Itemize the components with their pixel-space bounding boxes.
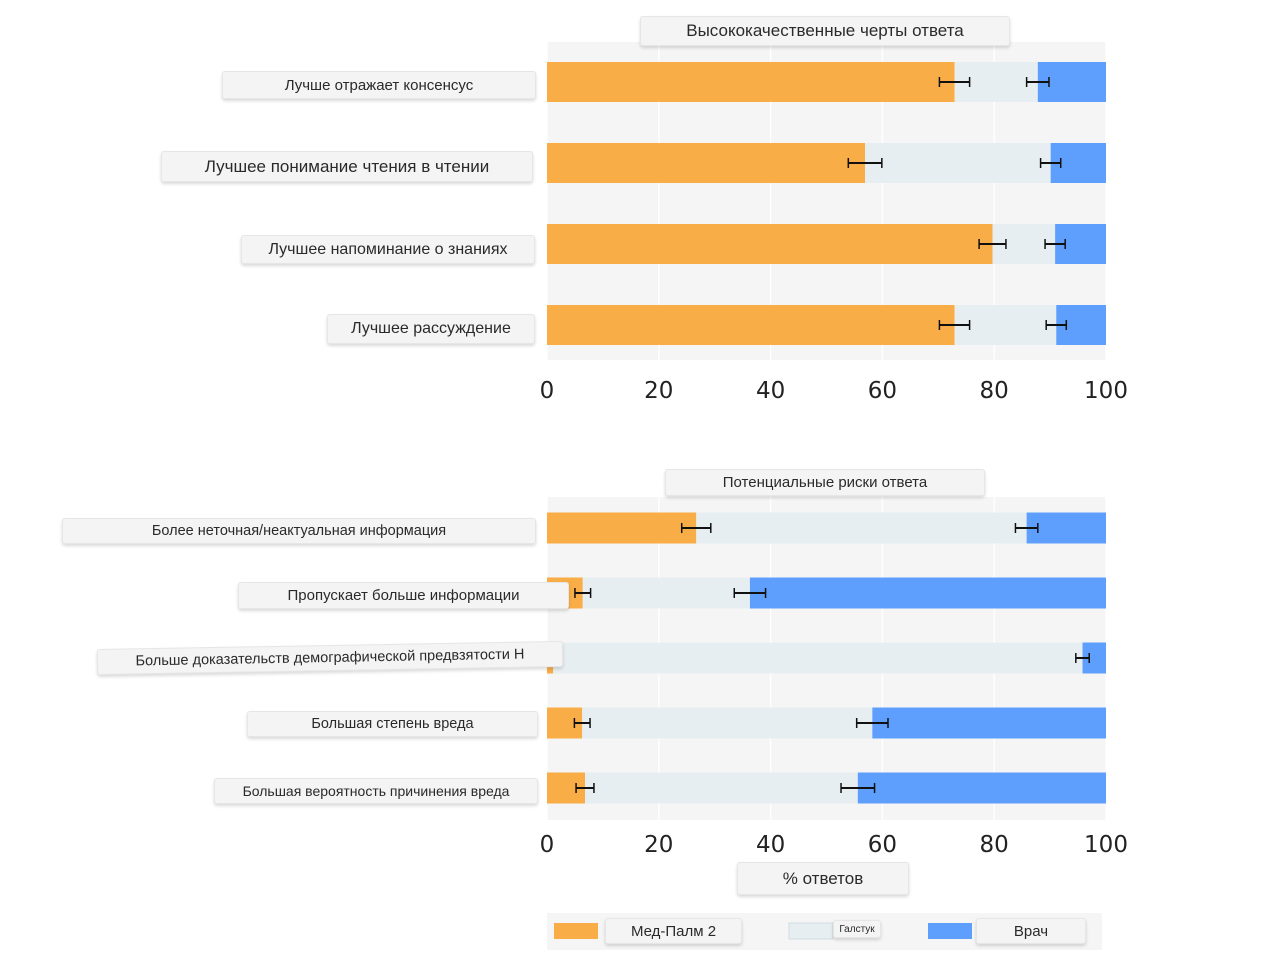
x-tick-label-0-2: 40 bbox=[756, 378, 785, 404]
x-tick-label-1-1: 20 bbox=[644, 832, 673, 858]
category-label-0-1: Лучшее понимание чтения в чтении bbox=[161, 151, 533, 182]
bar-0-1-0 bbox=[547, 143, 866, 183]
category-label-0-3: Лучшее рассуждение bbox=[327, 314, 535, 344]
category-label-1-4: Большая вероятность причинения вреда bbox=[214, 778, 538, 804]
bar-0-2-0 bbox=[547, 224, 993, 264]
x-tick-label-0-5: 100 bbox=[1084, 378, 1128, 404]
bar-1-0-0 bbox=[547, 512, 697, 544]
x-tick-label-0-3: 60 bbox=[868, 378, 897, 404]
category-label-0-2: Лучшее напоминание о знаниях bbox=[241, 235, 535, 264]
bar-1-2-2 bbox=[1082, 642, 1106, 674]
x-axis-label: % ответов bbox=[737, 862, 909, 895]
chart-title-0: Высококачественные черты ответа bbox=[640, 16, 1010, 46]
x-tick-label-1-5: 100 bbox=[1084, 832, 1128, 858]
bar-1-0-1 bbox=[696, 512, 1027, 544]
x-tick-label-1-0: 0 bbox=[540, 832, 555, 858]
bar-1-0-2 bbox=[1026, 512, 1106, 544]
legend-label-1: Галстук bbox=[833, 920, 881, 938]
legend-swatch-1 bbox=[788, 922, 834, 940]
legend-label-0: Мед-Палм 2 bbox=[605, 918, 742, 944]
category-label-1-3: Большая степень вреда bbox=[247, 711, 538, 737]
x-tick-label-1-3: 60 bbox=[868, 832, 897, 858]
legend-swatch-2 bbox=[928, 923, 972, 939]
x-tick-label-0-1: 20 bbox=[644, 378, 673, 404]
legend-swatch-0 bbox=[554, 923, 598, 939]
bar-1-3-1 bbox=[582, 707, 873, 739]
category-label-0-0: Лучше отражает консенсус bbox=[222, 71, 536, 99]
bar-0-3-1 bbox=[954, 305, 1057, 345]
x-tick-label-1-2: 40 bbox=[756, 832, 785, 858]
bar-1-2-1 bbox=[553, 642, 1083, 674]
x-tick-label-0-0: 0 bbox=[540, 378, 555, 404]
bar-1-1-2 bbox=[749, 577, 1106, 609]
chart-title-1: Потенциальные риски ответа bbox=[665, 469, 985, 496]
bar-1-4-2 bbox=[857, 772, 1106, 804]
x-tick-label-0-4: 80 bbox=[980, 378, 1009, 404]
bar-0-1-1 bbox=[865, 143, 1051, 183]
bar-1-4-1 bbox=[585, 772, 858, 804]
legend-label-2: Врач bbox=[976, 918, 1086, 944]
category-label-1-0: Более неточная/неактуальная информация bbox=[62, 518, 536, 544]
bar-1-3-2 bbox=[872, 707, 1106, 739]
x-tick-label-1-4: 80 bbox=[980, 832, 1009, 858]
bar-0-3-0 bbox=[547, 305, 955, 345]
category-label-1-1: Пропускает больше информации bbox=[238, 582, 569, 609]
bar-0-0-0 bbox=[547, 62, 955, 102]
bar-1-1-1 bbox=[582, 577, 750, 609]
